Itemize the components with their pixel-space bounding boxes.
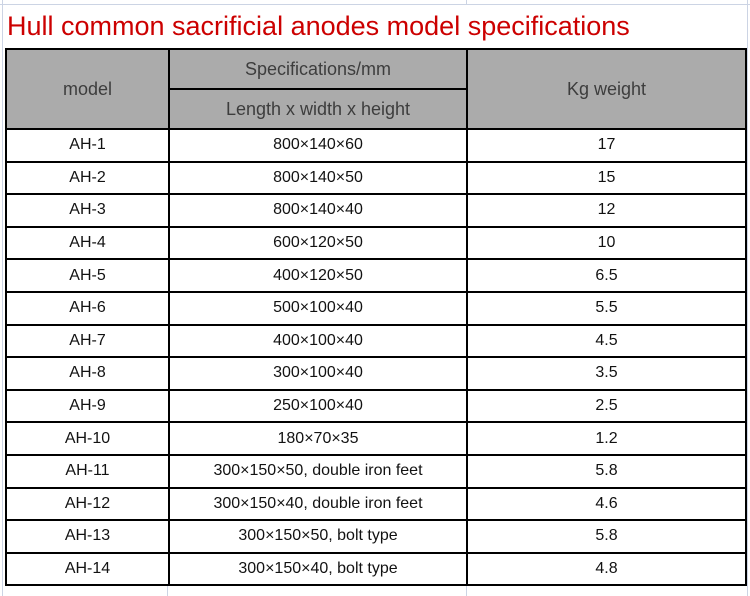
header-length-width-height: Length x width x height — [168, 88, 468, 130]
cell-spec: 300×150×50, bolt type — [168, 519, 468, 554]
excel-gridline-top — [0, 4, 750, 5]
cell-spec: 800×140×50 — [168, 160, 468, 196]
table-row: AH-8 300×100×40 3.5 — [5, 356, 747, 391]
excel-gridline-left — [2, 0, 3, 596]
cell-model: AH-5 — [5, 258, 170, 293]
excel-gridline-bottom-col2 — [466, 586, 467, 596]
cell-model: AH-12 — [5, 486, 170, 522]
cell-spec: 300×150×40, bolt type — [168, 551, 468, 587]
page-title: Hull common sacrificial anodes model spe… — [7, 11, 630, 41]
cell-weight: 17 — [466, 128, 747, 163]
cell-spec: 500×100×40 — [168, 290, 468, 326]
cell-weight: 12 — [466, 193, 747, 228]
excel-gridline-right — [747, 0, 748, 596]
cell-model: AH-8 — [5, 356, 170, 391]
cell-spec: 800×140×40 — [168, 193, 468, 228]
cell-spec: 300×150×40, double iron feet — [168, 486, 468, 522]
cell-spec: 600×120×50 — [168, 225, 468, 261]
cell-spec: 300×150×50, double iron feet — [168, 453, 468, 489]
cell-weight: 1.2 — [466, 421, 747, 456]
cell-model: AH-11 — [5, 453, 170, 489]
cell-spec: 300×100×40 — [168, 356, 468, 391]
cell-weight: 15 — [466, 160, 747, 196]
excel-gridline-top-column — [466, 0, 467, 5]
table-row: AH-6 500×100×40 5.5 — [5, 290, 747, 326]
cell-spec: 400×120×50 — [168, 258, 468, 293]
table-row: AH-5 400×120×50 6.5 — [5, 258, 747, 293]
table-row: AH-4 600×120×50 10 — [5, 225, 747, 261]
table-row: AH-2 800×140×50 15 — [5, 160, 747, 196]
header-kg-weight: Kg weight — [466, 48, 747, 130]
cell-weight: 4.8 — [466, 551, 747, 587]
table-row: AH-14 300×150×40, bolt type 4.8 — [5, 551, 747, 587]
cell-weight: 3.5 — [466, 356, 747, 391]
cell-spec: 400×100×40 — [168, 323, 468, 359]
cell-weight: 6.5 — [466, 258, 747, 293]
cell-model: AH-3 — [5, 193, 170, 228]
cell-model: AH-6 — [5, 290, 170, 326]
header-specifications-mm: Specifications/mm — [168, 48, 468, 90]
cell-weight: 4.6 — [466, 486, 747, 522]
header-model: model — [5, 48, 170, 130]
cell-spec: 180×70×35 — [168, 421, 468, 456]
cell-model: AH-13 — [5, 519, 170, 554]
cell-model: AH-1 — [5, 128, 170, 163]
table-row: AH-13 300×150×50, bolt type 5.8 — [5, 519, 747, 554]
cell-weight: 5.8 — [466, 453, 747, 489]
cell-model: AH-10 — [5, 421, 170, 456]
table-row: AH-7 400×100×40 4.5 — [5, 323, 747, 359]
cell-spec: 250×100×40 — [168, 388, 468, 424]
table-header: model Specifications/mm Kg weight Length… — [5, 48, 747, 130]
cell-spec: 800×140×60 — [168, 128, 468, 163]
excel-gridline-bottom-col1 — [167, 586, 168, 596]
cell-model: AH-14 — [5, 551, 170, 587]
cell-weight: 5.8 — [466, 519, 747, 554]
table-row: AH-11 300×150×50, double iron feet 5.8 — [5, 453, 747, 489]
cell-weight: 5.5 — [466, 290, 747, 326]
table-row: AH-3 800×140×40 12 — [5, 193, 747, 228]
cell-model: AH-9 — [5, 388, 170, 424]
table-body: AH-1 800×140×60 17 AH-2 800×140×50 15 AH… — [5, 128, 747, 587]
cell-model: AH-2 — [5, 160, 170, 196]
anode-spec-table: model Specifications/mm Kg weight Length… — [5, 48, 747, 587]
cell-model: AH-4 — [5, 225, 170, 261]
cell-weight: 4.5 — [466, 323, 747, 359]
cell-weight: 2.5 — [466, 388, 747, 424]
table-row: AH-1 800×140×60 17 — [5, 128, 747, 163]
table-row: AH-12 300×150×40, double iron feet 4.6 — [5, 486, 747, 522]
table-row: AH-10 180×70×35 1.2 — [5, 421, 747, 456]
cell-model: AH-7 — [5, 323, 170, 359]
table-row: AH-9 250×100×40 2.5 — [5, 388, 747, 424]
cell-weight: 10 — [466, 225, 747, 261]
